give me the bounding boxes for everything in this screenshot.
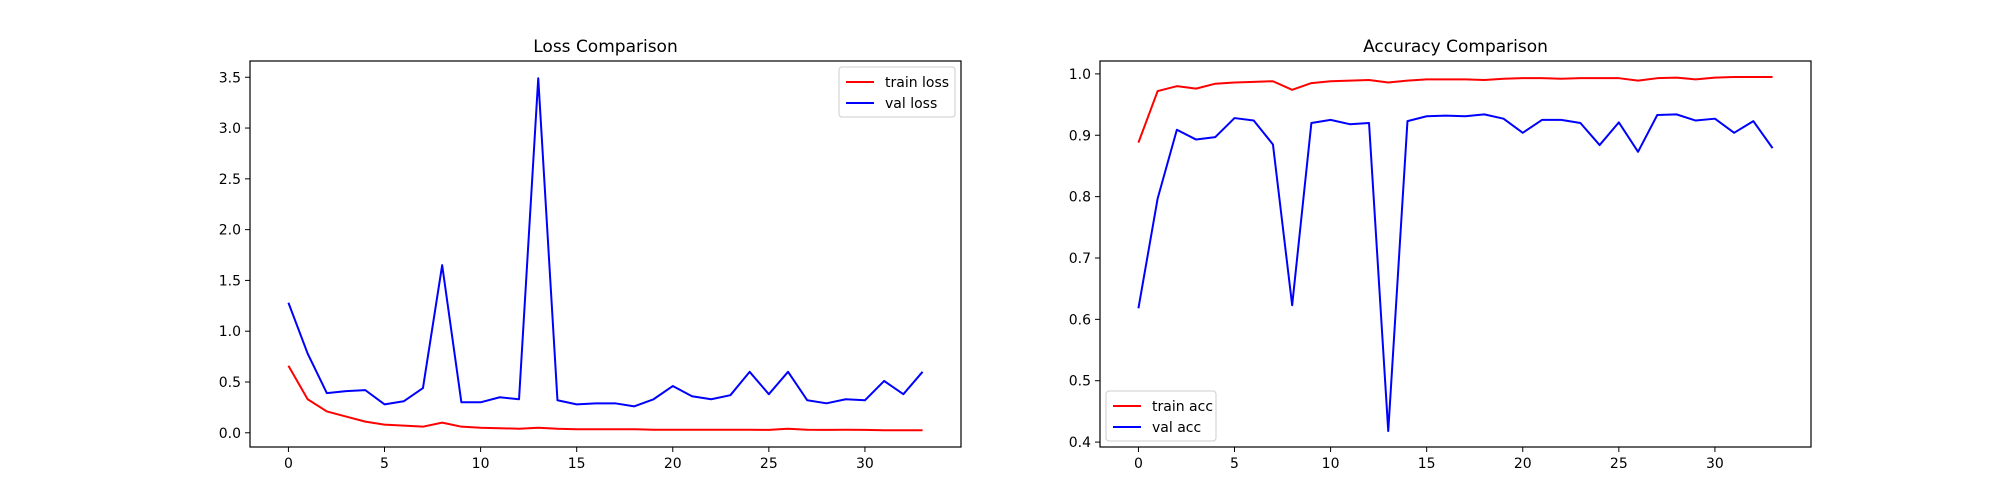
loss-y-tick-label: 2.5 — [219, 172, 241, 188]
accuracy-series-line-train-acc — [1137, 75, 1773, 143]
loss-series-line-val-loss — [287, 77, 924, 408]
accuracy-x-tick-label: 25 — [1610, 456, 1628, 472]
accuracy-x-tick-label: 30 — [1706, 456, 1724, 472]
accuracy-y-tick-label: 0.7 — [1069, 251, 1091, 267]
loss-x-tick-label: 15 — [568, 456, 586, 472]
accuracy-legend-box — [1105, 390, 1217, 442]
accuracy-y-tick-label: 0.9 — [1069, 128, 1091, 144]
loss-y-tick-label: 2.0 — [219, 223, 241, 239]
accuracy-y-tick-label: 0.8 — [1069, 190, 1091, 206]
accuracy-y-tick-label: 0.5 — [1069, 374, 1091, 390]
accuracy-x-tick-label: 0 — [1134, 456, 1143, 472]
loss-legend-label: val loss — [885, 96, 937, 112]
loss-y-tick-label: 1.5 — [219, 273, 241, 289]
accuracy-x-tick-label: 5 — [1230, 456, 1239, 472]
loss-chart-title: Loss Comparison — [533, 37, 677, 57]
accuracy-legend-label: val acc — [1152, 420, 1201, 436]
loss-y-tick-label: 3.5 — [219, 70, 241, 86]
loss-plot-frame — [249, 60, 962, 448]
loss-y-tick-label: 1.0 — [219, 324, 241, 340]
loss-series-line-train-loss — [287, 365, 923, 432]
loss-x-tick-label: 0 — [284, 456, 293, 472]
accuracy-y-tick-label: 0.6 — [1069, 312, 1091, 328]
accuracy-x-tick-label: 15 — [1418, 456, 1436, 472]
accuracy-series-line-val-acc — [1137, 113, 1774, 433]
loss-x-tick-label: 25 — [760, 456, 778, 472]
loss-x-tick-label: 20 — [664, 456, 682, 472]
accuracy-chart: Accuracy Comparison 0 5 10 15 20 25 30 0.4 0.5 0.6… — [1069, 37, 1812, 472]
accuracy-x-tick-label: 20 — [1514, 456, 1532, 472]
loss-x-tick-label: 5 — [380, 456, 389, 472]
loss-legend: train loss val loss — [838, 66, 956, 118]
loss-legend-label: train loss — [885, 75, 949, 91]
accuracy-y-tick-label: 0.4 — [1069, 435, 1091, 451]
accuracy-chart-title: Accuracy Comparison — [1363, 37, 1548, 57]
loss-chart: Loss Comparison 0 5 10 15 20 25 30 0.0 0.5 1.0 1.5 2… — [219, 37, 962, 472]
accuracy-legend: train acc val acc — [1105, 390, 1217, 442]
loss-y-tick-label: 3.0 — [219, 121, 241, 137]
accuracy-plot-frame — [1099, 60, 1812, 448]
accuracy-legend-label: train acc — [1152, 399, 1213, 415]
loss-legend-box — [838, 66, 956, 118]
loss-x-tick-label: 10 — [472, 456, 490, 472]
loss-x-tick-label: 30 — [856, 456, 874, 472]
loss-y-tick-label: 0.0 — [219, 426, 241, 442]
accuracy-x-tick-label: 10 — [1322, 456, 1340, 472]
accuracy-y-tick-label: 1.0 — [1069, 67, 1091, 83]
loss-y-tick-label: 0.5 — [219, 375, 241, 391]
